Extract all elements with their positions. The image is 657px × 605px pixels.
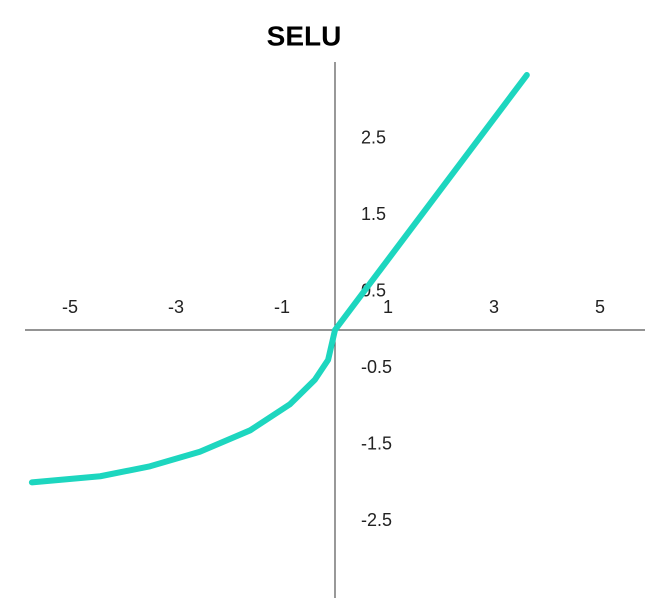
y-tick-label: 1.5: [361, 204, 386, 224]
y-tick-label: 2.5: [361, 127, 386, 147]
x-tick-label: 3: [489, 297, 499, 317]
y-tick-label: -1.5: [361, 434, 392, 454]
x-tick-label: -1: [274, 297, 290, 317]
chart-title: SELU: [267, 20, 342, 51]
x-tick-label: 1: [383, 297, 393, 317]
y-tick-label: -0.5: [361, 357, 392, 377]
line-series: [28, 72, 530, 486]
x-tick-label: 5: [595, 297, 605, 317]
x-tick-label: -3: [168, 297, 184, 317]
y-tick-label: -2.5: [361, 510, 392, 530]
x-tick-label: -5: [62, 297, 78, 317]
